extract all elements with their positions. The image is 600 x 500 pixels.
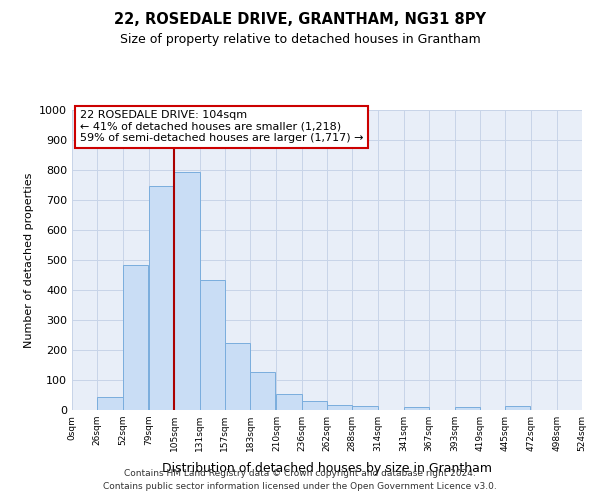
Bar (327, 404, 352, 410)
Bar (302, 401, 327, 410)
Text: 22, ROSEDALE DRIVE, GRANTHAM, NG31 8PY: 22, ROSEDALE DRIVE, GRANTHAM, NG31 8PY (114, 12, 486, 28)
Bar (277, 394, 302, 410)
Text: Contains public sector information licensed under the Open Government Licence v3: Contains public sector information licen… (103, 482, 497, 491)
Bar (225, 344, 250, 410)
Bar (97, 396, 122, 410)
Bar (122, 264, 148, 410)
Text: Contains HM Land Registry data © Crown copyright and database right 2024.: Contains HM Land Registry data © Crown c… (124, 468, 476, 477)
Bar (199, 280, 225, 410)
Bar (149, 186, 174, 410)
X-axis label: Distribution of detached houses by size in Grantham: Distribution of detached houses by size … (162, 462, 492, 475)
Bar (174, 172, 200, 410)
Y-axis label: Number of detached properties: Number of detached properties (23, 172, 34, 348)
Bar (250, 372, 275, 410)
Text: Size of property relative to detached houses in Grantham: Size of property relative to detached ho… (119, 32, 481, 46)
Bar (505, 406, 530, 410)
Bar (404, 407, 429, 410)
Bar (352, 406, 377, 410)
Bar (455, 407, 480, 410)
Text: 22 ROSEDALE DRIVE: 104sqm
← 41% of detached houses are smaller (1,218)
59% of se: 22 ROSEDALE DRIVE: 104sqm ← 41% of detac… (80, 110, 363, 143)
